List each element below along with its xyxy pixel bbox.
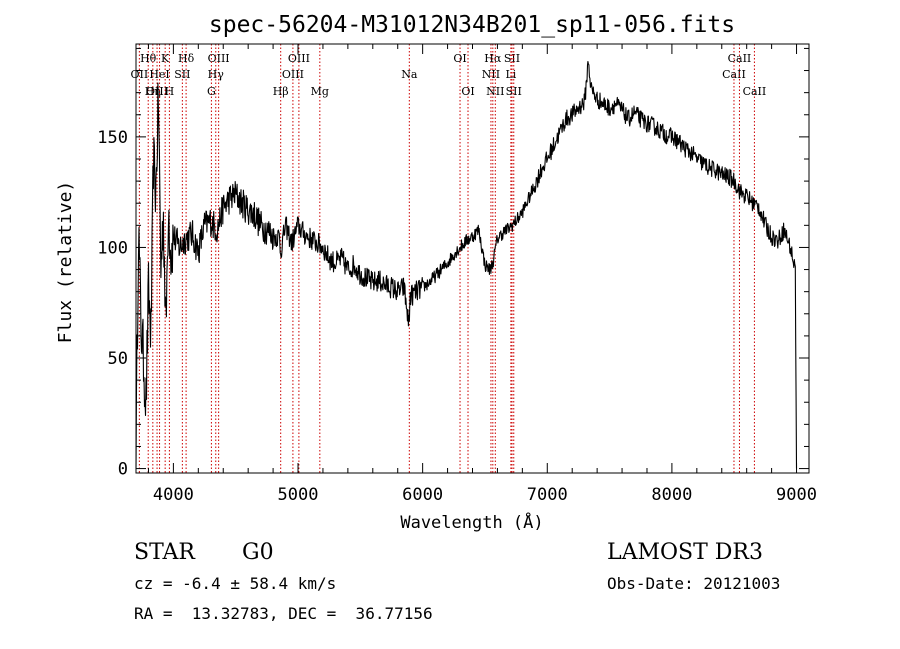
line-label-24: SII — [506, 85, 522, 98]
line-label-15: Mg — [311, 85, 329, 98]
chart-title: spec-56204-M31012N34B201_sp11-056.fits — [209, 12, 735, 38]
line-label-17: OI — [453, 52, 466, 65]
line-label-5: HeI — [149, 68, 169, 81]
line-label-20: Hα — [484, 52, 502, 65]
line-label-26: CaII — [728, 52, 752, 65]
y-tick-label-0: 0 — [118, 460, 128, 480]
x-tick-label-3: 7000 — [527, 485, 568, 505]
line-label-11: G — [207, 85, 216, 98]
obs-date-text: Obs-Date: 20121003 — [607, 574, 781, 593]
line-label-27: CaII — [743, 85, 767, 98]
line-label-7: SII — [174, 68, 190, 81]
line-label-22: SII — [504, 52, 520, 65]
redshift-text: cz = -6.4 ± 58.4 km/s — [134, 574, 337, 593]
y-axis-label: Flux (relative) — [55, 181, 76, 344]
x-tick-label-2: 6000 — [402, 485, 443, 505]
y-tick-label-2: 100 — [97, 238, 128, 258]
x-tick-label-5: 9000 — [776, 485, 817, 505]
line-label-14: OIII — [288, 52, 310, 65]
survey-label: LAMOST DR3 — [607, 540, 763, 565]
line-label-8: Hδ — [178, 52, 195, 65]
line-label-3: Hη — [145, 85, 161, 98]
coordinates-text: RA = 13.32783, DEC = 36.77156 — [134, 604, 433, 623]
line-label-10: Hγ — [208, 68, 225, 81]
line-label-13: OIII — [282, 68, 304, 81]
line-label-16: Na — [401, 68, 418, 81]
line-label-19: NII — [482, 68, 500, 81]
x-axis-label: Wavelength (Å) — [400, 511, 543, 533]
x-axis: 4000 5000 6000 7000 8000 9000 — [147, 44, 817, 505]
x-tick-label-0: 4000 — [153, 485, 194, 505]
line-label-4: K — [161, 52, 170, 65]
line-label-6: H — [165, 85, 175, 98]
line-label-0: Hθ — [140, 52, 157, 65]
line-label-25: CaII — [722, 68, 746, 81]
line-label-18: OI — [461, 85, 474, 98]
plot-frame — [135, 43, 810, 474]
x-tick-label-1: 5000 — [278, 485, 319, 505]
class-label: STAR — [134, 540, 195, 565]
line-label-9: OIII — [208, 52, 230, 65]
flux-line — [135, 60, 798, 469]
line-label-12: Hβ — [273, 85, 289, 98]
subclass-label: G0 — [242, 540, 274, 565]
y-tick-label-1: 50 — [108, 349, 128, 369]
x-tick-label-4: 8000 — [651, 485, 692, 505]
y-tick-label-3: 150 — [97, 128, 128, 148]
line-label-1: OII — [131, 68, 149, 81]
flux-series — [135, 60, 798, 469]
y-axis: 0 50 100 150 — [97, 47, 809, 480]
line-label-23: Li — [505, 68, 516, 81]
line-label-2: OIII — [146, 85, 168, 98]
line-label-21: NII — [486, 85, 504, 98]
